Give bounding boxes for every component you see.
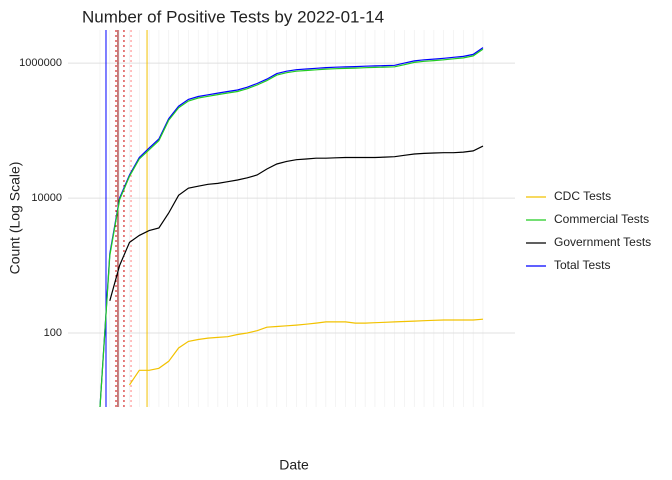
- y-tick-label: 1000000: [19, 57, 62, 69]
- y-tick-label: 10000: [31, 192, 62, 204]
- series-line: [129, 318, 484, 386]
- x-axis-label: Date: [279, 457, 309, 473]
- legend-label: Commercial Tests: [554, 212, 649, 226]
- y-axis-label: Count (Log Scale): [7, 162, 23, 275]
- series-line: [99, 48, 484, 408]
- legend-label: CDC Tests: [554, 189, 611, 203]
- legend-label: Total Tests: [554, 258, 610, 272]
- series-line: [99, 47, 484, 408]
- y-tick-label: 100: [44, 327, 62, 339]
- chart-title: Number of Positive Tests by 2022-01-14: [82, 7, 384, 26]
- legend-label: Government Tests: [554, 235, 651, 249]
- series-line: [109, 145, 484, 301]
